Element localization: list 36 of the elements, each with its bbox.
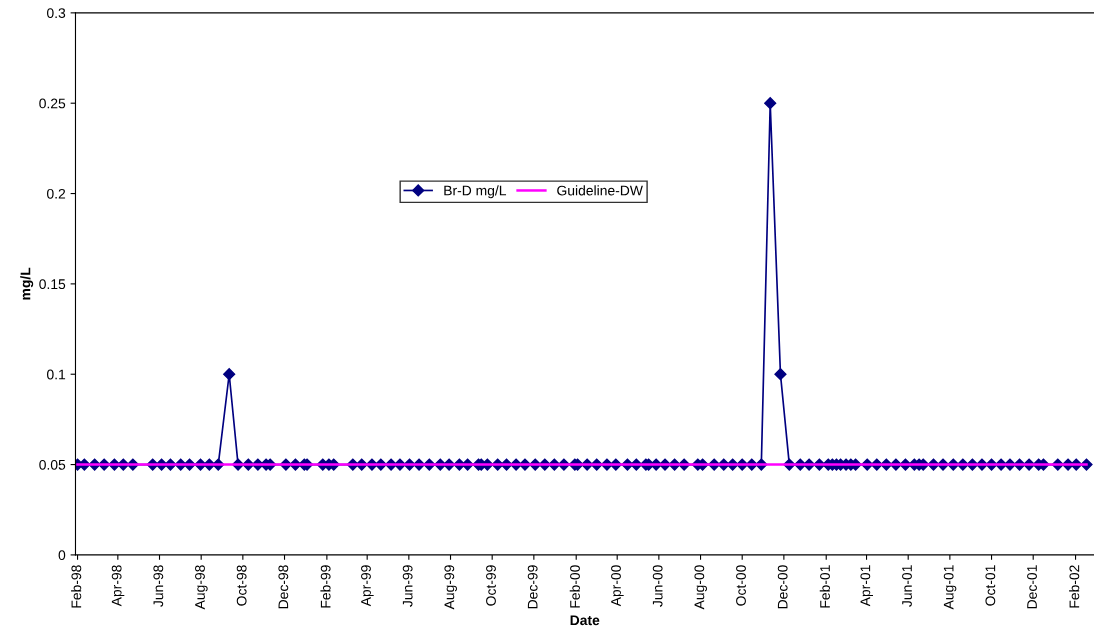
x-tick-label: Feb-98 bbox=[71, 565, 82, 608]
x-tick-label: Feb-99 bbox=[320, 565, 331, 608]
y-tick-label: 0.15 bbox=[39, 279, 66, 290]
x-tick-label: Feb-01 bbox=[819, 565, 830, 608]
y-tick-label: 0.1 bbox=[47, 369, 66, 380]
x-tick-label: Jun-00 bbox=[652, 565, 663, 607]
x-tick-label: Jun-99 bbox=[402, 565, 413, 607]
x-tick-label: Oct-99 bbox=[486, 565, 496, 606]
x-tick-label: Apr-98 bbox=[111, 565, 125, 607]
x-tick-label: Oct-01 bbox=[985, 565, 996, 606]
x-tick-label: Aug-99 bbox=[444, 565, 457, 610]
x-tick-label: Aug-00 bbox=[694, 565, 707, 610]
x-tick-label: Oct-00 bbox=[736, 565, 746, 606]
x-tick-label: Dec-00 bbox=[777, 565, 788, 609]
x-tick-label: Feb-00 bbox=[569, 565, 580, 608]
legend-label: Br-D mg/L bbox=[444, 185, 507, 199]
x-tick-label: Apr-00 bbox=[611, 565, 624, 607]
x-tick-label: Dec-99 bbox=[527, 565, 538, 609]
x-tick-label: Aug-98 bbox=[195, 565, 208, 610]
y-axis-title: mg/L bbox=[20, 267, 34, 300]
x-tick-label: Apr-01 bbox=[860, 565, 873, 607]
y-tick-label: 0 bbox=[58, 550, 66, 561]
y-tick-label: 0.05 bbox=[39, 459, 66, 470]
x-tick-label: Dec-01 bbox=[1027, 565, 1037, 609]
x-tick-label: Oct-98 bbox=[236, 565, 247, 606]
legend-label: Guideline-DW bbox=[557, 185, 643, 196]
x-tick-label: Aug-01 bbox=[943, 565, 957, 610]
x-tick-label: Dec-98 bbox=[278, 565, 289, 609]
x-tick-label: Feb-02 bbox=[1069, 565, 1080, 608]
x-axis-title: Date bbox=[570, 615, 600, 626]
y-tick-label: 0.3 bbox=[47, 8, 66, 19]
x-tick-label: Apr-99 bbox=[361, 565, 374, 607]
x-tick-label: Jun-98 bbox=[153, 565, 164, 607]
y-tick-label: 0.25 bbox=[39, 98, 66, 109]
y-tick-label: 0.2 bbox=[47, 188, 66, 199]
x-tick-label: Jun-01 bbox=[902, 565, 912, 607]
